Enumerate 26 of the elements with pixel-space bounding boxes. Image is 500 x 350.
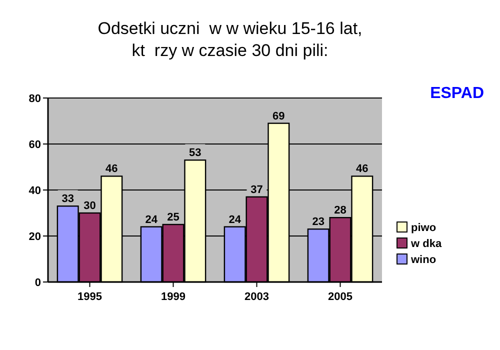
chart-title: Odsetki uczni w w wieku 15-16 lat, kt rzy w czasie 30 dni pili: xyxy=(98,19,362,60)
data-label: 24 xyxy=(228,214,242,226)
data-label: 28 xyxy=(334,204,346,217)
x-tick-label: 2005 xyxy=(328,291,352,303)
x-tick-label: 1995 xyxy=(78,291,102,303)
data-label: 33 xyxy=(62,193,74,206)
legend-label: wino xyxy=(410,254,436,266)
data-label: 69 xyxy=(272,110,285,122)
text: ESPAD xyxy=(430,85,484,102)
y-tick-label: 0 xyxy=(34,277,41,289)
x-tick-label: 1999 xyxy=(161,291,186,303)
y-tick-label: 80 xyxy=(28,93,41,105)
legend-label: piwo xyxy=(411,222,436,234)
data-label: 24 xyxy=(145,214,158,226)
data-label: 46 xyxy=(106,163,118,176)
y-tick-label: 40 xyxy=(28,185,41,197)
data-label: 53 xyxy=(189,147,202,160)
data-label: 37 xyxy=(250,184,263,196)
data-label: 25 xyxy=(167,212,180,224)
legend-label: w dka xyxy=(410,238,442,250)
y-tick-label: 60 xyxy=(28,139,41,151)
data-label: 23 xyxy=(312,216,324,228)
x-tick-label: 2003 xyxy=(244,291,269,303)
y-tick-label: 20 xyxy=(28,231,41,243)
data-label: 46 xyxy=(356,163,368,176)
data-label: 30 xyxy=(84,200,96,212)
